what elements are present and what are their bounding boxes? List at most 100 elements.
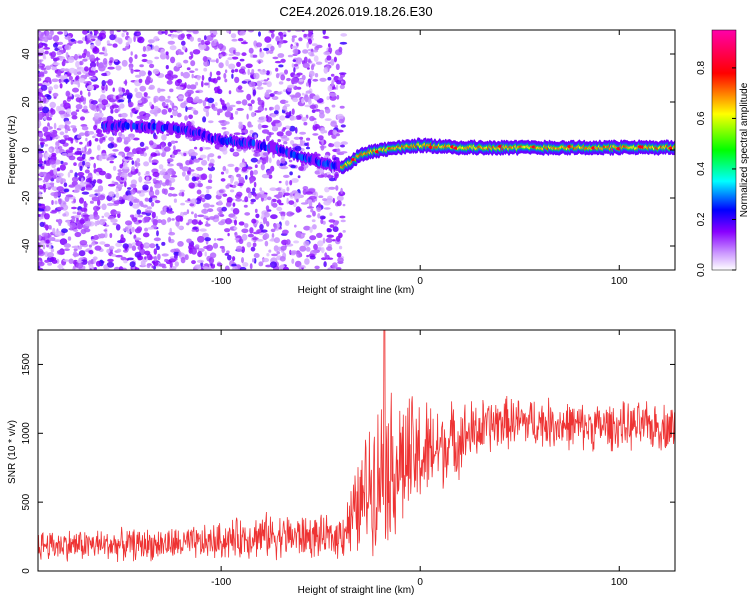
spectrogram-noise-blob (88, 158, 92, 161)
spectrogram-noise-blob (201, 208, 209, 214)
spectrogram-noise-blob (192, 226, 199, 230)
spectrogram-noise-blob (340, 33, 348, 37)
spectrogram-noise-blob (306, 254, 309, 258)
spectrogram-noise-blob (304, 142, 308, 146)
spectrogram-noise-blob (61, 60, 66, 67)
spectrogram-noise-blob (216, 238, 224, 241)
spectrogram-noise-blob (71, 115, 78, 120)
spectrogram-noise-blob (221, 105, 228, 111)
spectrogram-noise-blob (196, 259, 205, 263)
spectrogram-noise-blob (38, 144, 42, 149)
x-tick-label: 100 (611, 577, 628, 588)
spectrogram-noise-blob (221, 206, 227, 212)
spectrogram-noise-blob (195, 81, 199, 86)
spectrogram-noise-blob (58, 124, 65, 129)
spectrogram-noise-blob (53, 168, 57, 175)
spectrogram-noise-blob (330, 58, 335, 66)
spectrogram-noise-blob (205, 110, 210, 117)
spectrogram-noise-blob (110, 209, 118, 216)
spectrogram-noise-blob (103, 264, 108, 270)
spectrogram-noise-blob (51, 66, 58, 71)
spectrogram-noise-blob (176, 78, 183, 84)
spectrogram-noise-blob (79, 60, 84, 66)
spectrogram-noise-blob (283, 34, 287, 37)
spectrogram-noise-blob (287, 84, 295, 89)
spectrogram-noise-blob (205, 185, 213, 190)
spectrogram-noise-blob (131, 160, 135, 165)
spectrogram-noise-blob (263, 79, 269, 82)
spectrogram-noise-blob (231, 38, 238, 42)
spectrogram-noise-blob (268, 131, 272, 138)
spectrogram-noise-blob (74, 151, 83, 155)
spectrogram-noise-blob (183, 59, 189, 64)
spectrogram-noise-blob (181, 171, 186, 177)
spectrogram-noise-blob (279, 99, 287, 105)
spectrogram-noise-blob (132, 217, 138, 223)
spectrogram-noise-blob (335, 185, 339, 191)
spectrogram-noise-blob (67, 56, 75, 63)
spectrogram-noise-blob (329, 92, 337, 97)
y-tick-label: 0 (21, 147, 32, 153)
spectrogram-noise-blob (92, 47, 100, 54)
spectrogram-noise-blob (160, 48, 165, 56)
spectrogram-noise-blob (63, 113, 71, 118)
spectrogram-noise-blob (289, 125, 296, 132)
spectrogram-noise-blob (308, 58, 311, 63)
spectrogram-noise-blob (75, 109, 80, 112)
spectrogram-noise-blob (308, 70, 315, 77)
spectrogram-noise-blob (140, 243, 144, 250)
spectrogram-noise-blob (189, 84, 197, 90)
spectrogram-noise-blob (202, 232, 209, 239)
spectrogram-noise-blob (118, 152, 124, 156)
spectrogram-noise-blob (186, 84, 191, 89)
spectrogram-noise-blob (200, 173, 208, 180)
spectrogram-noise-blob (80, 259, 88, 265)
spectrogram-noise-blob (153, 36, 160, 42)
spectrogram-noise-blob (249, 129, 254, 135)
spectrogram-noise-blob (259, 69, 267, 75)
spectrogram-noise-blob (270, 32, 275, 38)
spectrogram-noise-blob (125, 190, 132, 197)
spectrogram-noise-blob (252, 89, 257, 96)
spectrogram-noise-blob (194, 213, 198, 219)
spectrogram-noise-blob (107, 173, 112, 180)
spectrogram-noise-blob (276, 251, 281, 255)
spectrogram-noise-blob (64, 68, 70, 72)
spectrogram-noise-blob (113, 266, 121, 270)
spectrogram-noise-blob (166, 133, 170, 136)
spectrogram-noise-blob (298, 37, 303, 42)
snr-series-line (38, 330, 675, 563)
spectrogram-noise-blob (151, 202, 155, 207)
spectrogram-noise-blob (241, 228, 249, 234)
spectrogram-noise-blob (297, 175, 301, 179)
spectrogram-noise-blob (57, 172, 64, 177)
spectrogram-noise-blob (308, 195, 317, 200)
spectrogram-noise-blob (278, 180, 282, 184)
spectrogram-noise-blob (104, 243, 111, 248)
spectrogram-noise-blob (75, 75, 80, 80)
spectrogram-noise-blob (259, 51, 265, 58)
spectrogram-noise-blob (209, 158, 215, 164)
spectrogram-noise-blob (50, 248, 55, 253)
spectrogram-noise-blob (115, 242, 122, 248)
spectrogram-noise-blob (134, 54, 138, 59)
spectrogram-noise-blob (73, 229, 79, 232)
spectrogram-noise-blob (74, 231, 82, 238)
spectrogram-noise-blob (193, 158, 200, 163)
spectrogram-noise-blob (49, 182, 55, 186)
spectrogram-noise-blob (40, 240, 45, 245)
spectrogram-noise-blob (191, 260, 196, 265)
spectrogram-noise-blob (250, 246, 256, 252)
spectrogram-noise-blob (272, 119, 281, 124)
spectrogram-noise-blob (224, 69, 228, 74)
spectrogram-noise-blob (77, 172, 85, 177)
spectrogram-noise-blob (246, 241, 252, 248)
spectrogram-noise-blob (252, 242, 257, 247)
spectrogram-noise-blob (269, 187, 277, 191)
spectrogram-noise-blob (43, 47, 51, 50)
spectrogram-noise-blob (323, 261, 327, 268)
spectrogram-noise-blob (47, 262, 52, 266)
spectrogram-noise-blob (296, 251, 302, 258)
spectrogram-noise-blob (155, 243, 159, 247)
spectrogram-noise-blob (67, 236, 72, 241)
